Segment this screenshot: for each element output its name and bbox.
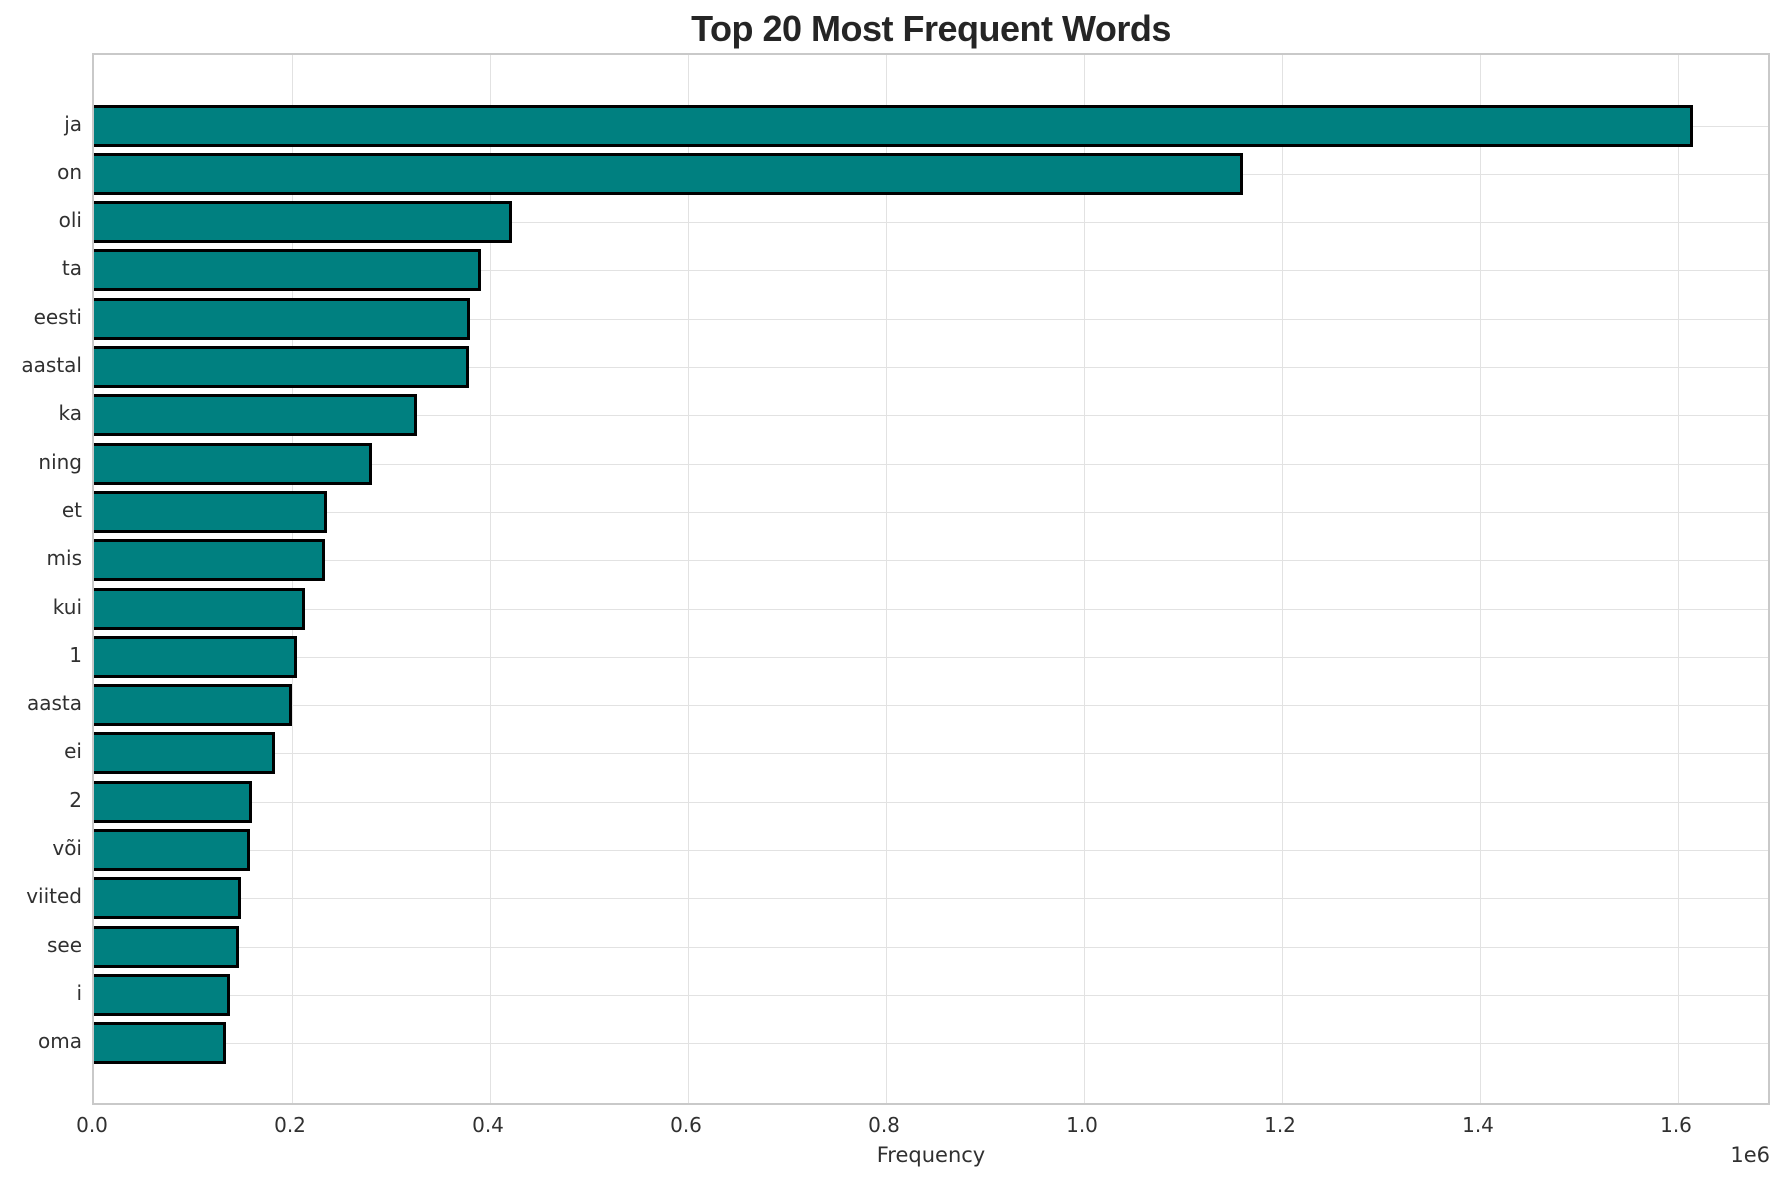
x-gridline [490, 55, 491, 1103]
x-tick-label: 1.2 [1264, 1113, 1296, 1137]
y-gridline [94, 1043, 1768, 1045]
bar-või [94, 829, 251, 871]
y-tick-label: 1 [69, 642, 82, 667]
bar-ka [94, 394, 417, 437]
y-tick-label: aastal [21, 353, 82, 377]
y-gridline [94, 994, 1768, 996]
y-gridline [94, 608, 1768, 610]
y-tick-label: see [46, 932, 82, 957]
y-tick-label: aasta [26, 691, 82, 716]
y-tick-label: või [52, 836, 82, 860]
x-gridline [1282, 55, 1283, 1103]
x-tick-label: 0.0 [76, 1113, 108, 1137]
bar-eesti [94, 297, 471, 340]
bar-oma [94, 1022, 226, 1065]
y-tick-label: kui [52, 594, 82, 619]
y-tick-label: on [57, 159, 82, 184]
x-axis-title: Frequency [876, 1143, 986, 1167]
y-tick-label: mis [46, 546, 82, 571]
y-gridline [94, 318, 1768, 320]
bar-ning [94, 442, 373, 485]
bar-kui [94, 587, 305, 630]
bar-mis [94, 539, 325, 582]
y-gridline [94, 463, 1768, 465]
y-tick-label: i [76, 980, 82, 1005]
y-gridline [94, 850, 1768, 851]
bar-ei [94, 732, 276, 775]
y-tick-label: eesti [33, 304, 82, 329]
y-tick-label: oma [38, 1029, 82, 1054]
y-tick-label: et [61, 497, 82, 522]
bar-et [94, 490, 327, 533]
y-gridline [94, 753, 1768, 755]
y-gridline [94, 511, 1768, 513]
x-axis-offset-label: 1e6 [1730, 1143, 1770, 1167]
y-gridline [94, 946, 1768, 948]
y-tick-label: oli [58, 208, 82, 233]
bar-oli [94, 201, 512, 244]
y-gridline [94, 801, 1768, 803]
bar-ta [94, 249, 482, 292]
bar-2 [94, 780, 253, 823]
bar-1 [94, 635, 297, 678]
y-gridline [94, 367, 1768, 368]
y-tick-label: ning [38, 449, 82, 474]
bar-on [94, 152, 1244, 195]
chart-title: Top 20 Most Frequent Words [691, 8, 1171, 49]
x-tick-label: 0.2 [274, 1113, 306, 1137]
y-gridline [94, 560, 1768, 562]
y-tick-label: 2 [69, 787, 82, 812]
y-gridline [94, 898, 1768, 900]
bar-viited [94, 877, 241, 920]
x-gridline [688, 55, 689, 1103]
x-gridline [1084, 55, 1085, 1103]
x-tick-label: 1.6 [1660, 1113, 1692, 1137]
x-tick-label: 1.0 [1066, 1113, 1098, 1137]
y-gridline [94, 415, 1768, 417]
y-tick-label: ei [64, 739, 82, 764]
y-gridline [94, 270, 1768, 272]
bar-ja [94, 104, 1693, 147]
x-tick-label: 1.4 [1462, 1113, 1494, 1137]
y-tick-label: ja [64, 111, 82, 136]
x-gridline [1480, 55, 1481, 1103]
bar-aasta [94, 684, 292, 727]
y-gridline [94, 656, 1768, 658]
bar-aastal [94, 346, 470, 388]
x-tick-label: 0.8 [868, 1113, 900, 1137]
plot-area [92, 53, 1770, 1105]
y-tick-label: viited [26, 884, 82, 909]
bar-i [94, 973, 230, 1016]
y-gridline [94, 222, 1768, 224]
y-tick-label: ka [58, 401, 83, 426]
x-tick-label: 0.6 [670, 1113, 702, 1137]
x-gridline [886, 55, 887, 1103]
y-gridline [94, 705, 1768, 707]
y-tick-label: ta [61, 256, 82, 281]
x-gridline [1678, 55, 1679, 1103]
bar-see [94, 925, 239, 968]
x-tick-label: 0.4 [472, 1113, 504, 1137]
